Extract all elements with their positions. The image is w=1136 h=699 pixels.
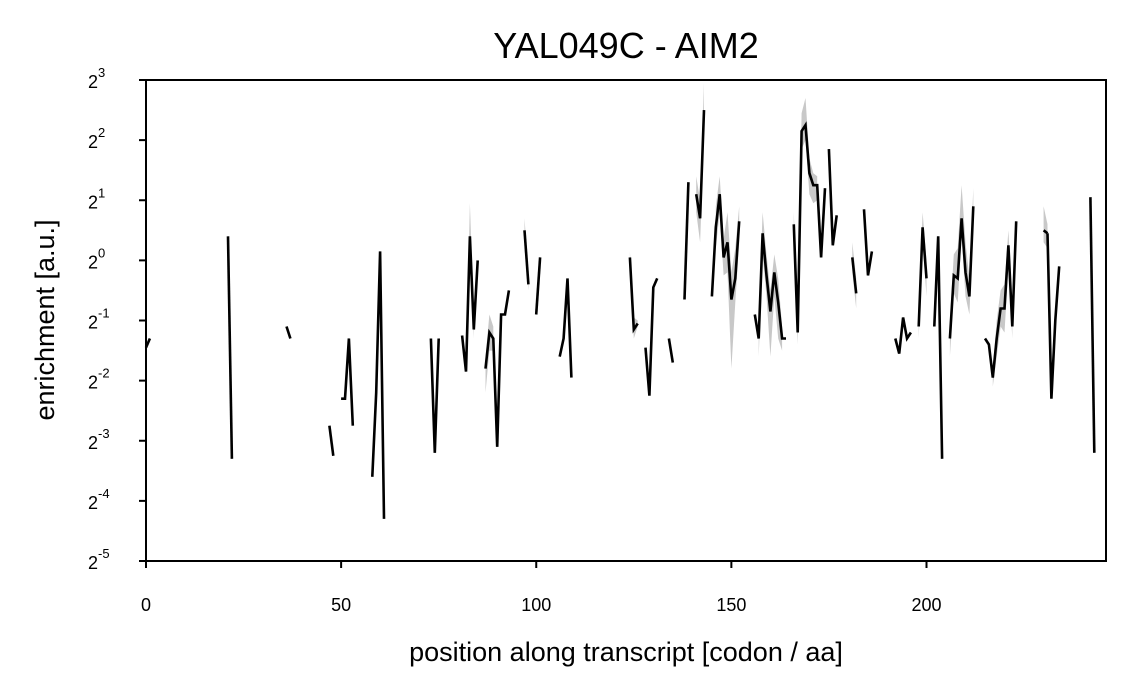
line-segment-29 [1046,233,1061,399]
x-tick-label-50: 50 [331,595,351,615]
line-segment-26 [948,206,975,339]
line-segment-14 [667,338,675,363]
line-segment-12 [628,257,639,334]
chart-title: YAL049C - AIM2 [493,25,758,66]
y-tick-label-3: 23 [88,65,105,92]
line-segment-23 [894,317,912,354]
line-segment-15 [683,182,690,300]
line-segment-24 [917,227,928,327]
x-axis: 0 50 100 150 200 [141,561,942,615]
line-segment-20 [827,149,838,246]
line-segment-21 [851,257,858,294]
line-segment-7 [460,236,479,372]
x-axis-label: position along transcript [codon / aa] [409,637,843,667]
y-tick-label--3: 2-3 [88,426,110,453]
line-segment-4 [341,338,355,426]
x-tick-label-0: 0 [141,595,151,615]
line-segment-3 [328,425,335,456]
line-segment-11 [558,278,573,378]
line-segment-6 [429,338,440,453]
plot-area [144,83,1096,519]
line-segment-30 [1089,197,1096,453]
y-axis-label: enrichment [a.u.] [30,219,60,420]
y-tick-label--5: 2-5 [88,546,110,573]
y-tick-label-2: 22 [88,125,105,152]
line-segment-22 [862,209,874,276]
y-tick-label-0: 20 [88,245,105,272]
line-segment-28 [1042,229,1049,235]
line-segment-2 [285,326,292,339]
line-segment-10 [534,257,542,315]
line-segment-27 [983,221,1018,378]
line-segment-1 [226,236,234,459]
line-segment-9 [523,230,530,285]
line-segment-13 [644,277,659,396]
y-tick-label--1: 2-1 [88,306,110,333]
y-axis: 23 22 21 20 2-1 2-2 2-3 2-4 2-5 [88,65,146,573]
y-tick-label--4: 2-4 [88,486,110,513]
y-tick-label--2: 2-2 [88,366,110,393]
line-segment-18 [753,233,786,340]
x-tick-label-200: 200 [911,595,941,615]
line-segment-16 [694,110,706,219]
axes-frame [145,79,1107,562]
y-tick-label-1: 21 [88,185,105,212]
line-segment-19 [792,121,827,333]
line-segment-5 [371,251,386,519]
line-segment-25 [933,236,944,459]
line-segment-17 [710,194,741,300]
x-tick-label-100: 100 [521,595,551,615]
line-segment-8 [484,290,511,447]
x-tick-label-150: 150 [716,595,746,615]
